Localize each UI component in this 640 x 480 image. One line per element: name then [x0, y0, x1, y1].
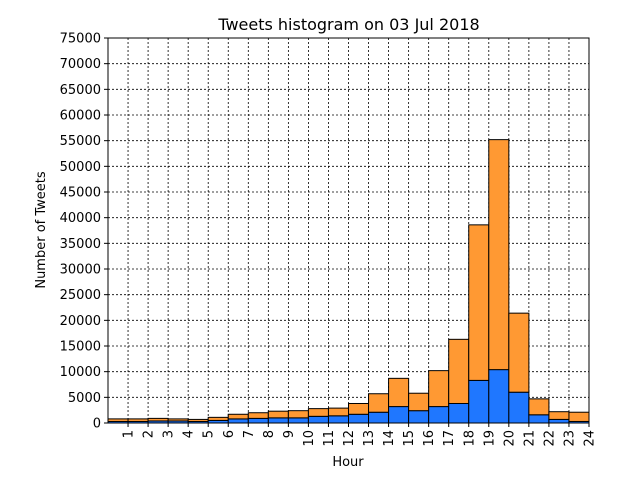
x-tick-label: 12	[342, 430, 357, 447]
y-tick-label: 0	[93, 417, 101, 432]
bar-series-2	[227, 413, 249, 420]
x-tick-label: 19	[482, 430, 497, 447]
x-tick-label: 13	[362, 430, 377, 447]
bar-series-2	[468, 224, 490, 381]
bar-series-1	[548, 418, 570, 424]
y-tick-label: 65000	[60, 83, 101, 98]
x-tick-label: 24	[583, 430, 598, 447]
x-tick-label: 8	[262, 430, 277, 438]
bar-series-2	[528, 398, 550, 416]
x-tick-label: 16	[422, 430, 437, 447]
bar-series-2	[207, 416, 229, 421]
x-tick-label: 4	[182, 430, 197, 438]
y-tick-label: 75000	[60, 32, 101, 47]
x-tick-label: 14	[382, 430, 397, 447]
x-tick-label: 7	[242, 430, 257, 438]
bar-series-2	[167, 418, 189, 422]
x-tick-label: 1	[122, 430, 137, 438]
bar-series-2	[548, 411, 570, 420]
x-tick-label: 6	[222, 430, 237, 438]
y-axis: 0 5000 10000 15000 20000 25000 30000 35000 40000…	[60, 32, 108, 432]
y-tick-label: 40000	[60, 211, 101, 226]
bar-series-2	[568, 411, 590, 422]
x-tick-label: 17	[442, 430, 457, 447]
bar-series-1	[428, 406, 450, 424]
x-tick-label: 15	[402, 430, 417, 447]
bar-series-1	[227, 418, 249, 424]
y-tick-label: 35000	[60, 237, 101, 252]
bar-series-1	[528, 414, 550, 424]
bar-series-2	[247, 412, 269, 419]
bar-series-2	[327, 407, 350, 417]
y-tick-label: 15000	[60, 340, 101, 355]
bar-series-2	[348, 402, 370, 415]
bar-series-1	[247, 417, 269, 424]
bar-series-1	[468, 379, 490, 424]
y-tick-label: 50000	[60, 160, 101, 175]
x-tick-label: 21	[522, 430, 537, 447]
y-tick-label: 70000	[60, 57, 101, 72]
x-axis-label: Hour	[332, 455, 364, 470]
bar-series-2	[127, 418, 149, 422]
y-tick-label: 60000	[60, 109, 101, 124]
x-tick-label: 10	[302, 430, 317, 447]
bar-series-1	[368, 411, 390, 424]
bar-series-1	[488, 369, 510, 424]
bar-series-1	[267, 417, 289, 424]
y-tick-label: 5000	[68, 391, 101, 406]
x-axis: 1 2 3 4 5 6 7 8 9 10 11 12 13 14 15 16 17 18 19 20 21 22 23 24	[122, 423, 598, 447]
bar-series-2	[408, 392, 430, 412]
bar-series-2	[107, 418, 129, 422]
bar-series-1	[287, 417, 309, 424]
bar-series-1	[348, 413, 370, 424]
y-tick-label: 20000	[60, 314, 101, 329]
bar-series-2	[448, 338, 470, 404]
bar-series-2	[488, 139, 510, 371]
x-tick-label: 11	[322, 430, 337, 447]
bar-series-2	[428, 370, 450, 408]
bars	[107, 139, 590, 424]
bar-series-1	[408, 410, 430, 424]
x-tick-label: 9	[282, 430, 297, 438]
bar-series-2	[187, 418, 209, 422]
bar-series-2	[267, 410, 289, 419]
y-tick-label: 25000	[60, 288, 101, 303]
y-axis-label: Number of Tweets	[34, 171, 49, 289]
x-tick-label: 3	[162, 430, 177, 438]
bar-series-1	[448, 402, 470, 424]
bar-series-1	[307, 415, 329, 424]
bar-series-1	[327, 415, 350, 424]
bar-series-2	[508, 312, 530, 393]
x-tick-label: 2	[142, 430, 157, 438]
bar-series-2	[287, 410, 309, 419]
y-tick-label: 45000	[60, 186, 101, 201]
x-tick-label: 23	[562, 430, 577, 447]
x-tick-label: 18	[462, 430, 477, 447]
x-tick-label: 20	[502, 430, 517, 447]
y-tick-label: 30000	[60, 263, 101, 278]
x-tick-label: 5	[202, 430, 217, 438]
bar-series-2	[307, 408, 329, 417]
y-tick-label: 10000	[60, 365, 101, 380]
bar-series-1	[508, 391, 530, 424]
bar-series-2	[147, 417, 169, 422]
bar-series-1	[388, 406, 410, 424]
chart-title: Tweets histogram on 03 Jul 2018	[217, 15, 479, 34]
y-tick-label: 55000	[60, 134, 101, 149]
x-tick-label: 22	[542, 430, 557, 447]
bar-series-2	[368, 393, 390, 413]
bar-series-2	[388, 377, 410, 408]
